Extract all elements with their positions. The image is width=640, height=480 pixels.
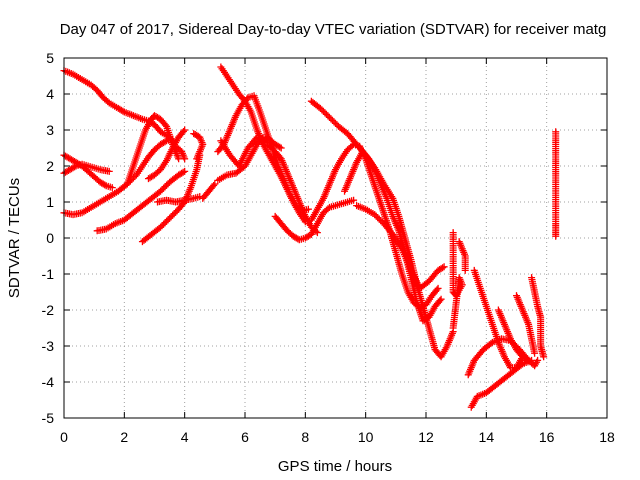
data-point [523, 356, 531, 363]
y-tick-label: -4 [42, 374, 55, 390]
y-tick-label: 0 [46, 230, 54, 246]
y-tick-label: 2 [46, 158, 54, 174]
data-point [327, 115, 335, 123]
data-point [166, 214, 174, 222]
data-point [164, 216, 172, 224]
data-point [181, 126, 189, 134]
data-point [324, 112, 332, 120]
y-tick-label: -2 [42, 302, 55, 318]
y-tick-label: 5 [46, 50, 54, 66]
data-point [211, 180, 219, 188]
data-point [316, 104, 324, 112]
data-point [525, 356, 533, 364]
data-point [304, 205, 312, 213]
data-point [531, 349, 539, 357]
data-point [439, 264, 447, 272]
x-tick-label: 10 [358, 429, 374, 445]
data-point [161, 183, 169, 191]
y-tick-label: -3 [42, 338, 55, 354]
data-point [350, 196, 358, 204]
data-point [332, 119, 339, 127]
data-point [179, 168, 187, 176]
data-point [160, 184, 168, 192]
data-point [161, 219, 169, 227]
data-point [461, 266, 469, 274]
data-point [163, 181, 171, 189]
data-point [375, 215, 383, 223]
y-axis-label: SDTVAR / TECUs [6, 178, 23, 298]
data-point [437, 295, 445, 303]
data-point [101, 181, 109, 189]
y-tick-label: -5 [42, 410, 55, 426]
data-point [276, 143, 284, 151]
data-point [440, 263, 448, 271]
x-tick-label: 16 [539, 429, 555, 445]
data-point [210, 181, 218, 189]
x-tick-label: 12 [418, 429, 434, 445]
x-tick-label: 0 [60, 429, 68, 445]
data-point [330, 118, 338, 126]
data-point [158, 222, 166, 230]
data-point [175, 155, 183, 163]
data-point [71, 163, 79, 171]
y-tick-label: 1 [46, 194, 54, 210]
y-tick-label: 4 [46, 86, 54, 102]
data-point [193, 155, 201, 163]
data-point [321, 109, 329, 117]
data-point [319, 107, 327, 115]
data-point [108, 184, 116, 192]
data-point [372, 212, 380, 220]
data-point [105, 167, 113, 175]
data-point [318, 106, 326, 114]
data-point [534, 356, 542, 364]
data-point [119, 107, 127, 115]
data-point [181, 167, 189, 175]
data-point [161, 138, 169, 146]
data-point [322, 110, 330, 118]
x-tick-label: 6 [241, 429, 249, 445]
data-point [179, 127, 187, 135]
data-point [160, 220, 168, 228]
data-point [277, 144, 285, 152]
data-point [169, 211, 177, 219]
x-tick-label: 4 [181, 429, 189, 445]
data-point [374, 214, 382, 222]
data-point [377, 217, 385, 225]
data-point [157, 223, 165, 231]
data-point [434, 284, 442, 292]
data-point [181, 155, 189, 163]
x-axis-label: GPS time / hours [278, 458, 392, 475]
x-tick-label: 18 [599, 429, 615, 445]
y-tick-label: 3 [46, 122, 54, 138]
data-point [436, 297, 444, 305]
data-points [60, 63, 560, 411]
x-tick-label: 2 [120, 429, 128, 445]
data-point [540, 353, 548, 361]
data-point [371, 211, 379, 219]
y-tick-label: -1 [42, 266, 55, 282]
data-point [552, 232, 560, 240]
chart-title: Day 047 of 2017, Sidereal Day-to-day VTE… [60, 21, 607, 38]
data-point [324, 205, 332, 213]
data-point [325, 113, 333, 121]
data-point [328, 116, 336, 124]
data-point [157, 187, 165, 195]
x-tick-label: 8 [301, 429, 309, 445]
data-point [163, 217, 171, 225]
data-point [265, 142, 273, 150]
data-point [449, 324, 457, 332]
data-point [268, 145, 276, 153]
data-point [433, 286, 441, 294]
x-tick-label: 14 [479, 429, 495, 445]
data-point [267, 143, 275, 151]
data-point [172, 208, 180, 216]
data-point [262, 139, 270, 147]
data-point [170, 210, 178, 218]
data-point [158, 186, 166, 194]
data-point [167, 213, 175, 221]
